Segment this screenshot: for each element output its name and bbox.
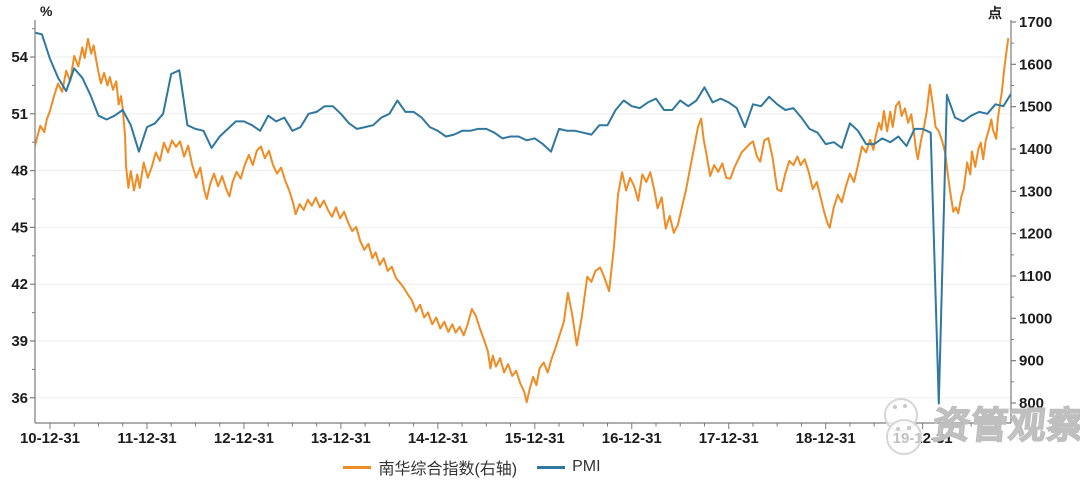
right-axis-tick-label: 1600	[1019, 56, 1052, 73]
right-axis-tick-label: 1700	[1019, 14, 1052, 31]
x-axis-tick-label: 11-12-31	[117, 430, 176, 447]
legend-label-pmi: PMI	[572, 458, 601, 475]
x-axis-tick-label: 19-12-31	[893, 430, 953, 447]
right-axis-tick-label: 1500	[1019, 99, 1052, 116]
left-axis-tick-label: 36	[11, 390, 28, 407]
legend-swatch-nanhua	[343, 465, 372, 469]
x-axis-tick-label: 17-12-31	[699, 430, 759, 447]
left-axis-tick-label: 39	[11, 333, 28, 350]
right-axis-tick-label: 900	[1019, 353, 1044, 370]
legend: 南华综合指数(右轴) PMI	[0, 455, 944, 479]
x-axis-tick-label: 13-12-31	[311, 430, 371, 447]
nanhua-index-line	[35, 37, 1010, 404]
left-axis-tick-label: 45	[11, 219, 28, 236]
right-axis-tick-label: 1400	[1019, 141, 1052, 158]
right-axis-tick-label: 1100	[1019, 268, 1052, 285]
x-axis-tick-label: 18-12-31	[796, 430, 856, 447]
right-axis-tick-label: 1000	[1019, 310, 1052, 327]
left-axis-tick-label: 48	[11, 163, 28, 180]
pmi-line	[35, 31, 1011, 405]
right-axis-tick-label: 800	[1019, 395, 1044, 412]
left-axis-tick-label: 54	[11, 49, 28, 66]
x-axis-tick-label: 15-12-31	[505, 430, 565, 447]
left-axis-tick-label: 51	[11, 106, 28, 123]
right-axis-tick-label: 1200	[1019, 226, 1052, 243]
legend-label-nanhua: 南华综合指数(右轴)	[378, 461, 518, 478]
x-axis-tick-label: 14-12-31	[408, 430, 468, 447]
left-axis-tick-label: 42	[11, 276, 28, 293]
right-axis-tick-label: 1300	[1019, 183, 1052, 200]
x-axis-tick-label: 10-12-31	[20, 430, 80, 447]
legend-swatch-pmi	[537, 465, 566, 469]
x-axis-tick-label: 12-12-31	[214, 430, 274, 447]
x-axis-tick-label: 16-12-31	[602, 430, 662, 447]
right-axis-unit-label: 点	[988, 5, 1002, 21]
left-axis-unit-label: %	[40, 3, 53, 19]
